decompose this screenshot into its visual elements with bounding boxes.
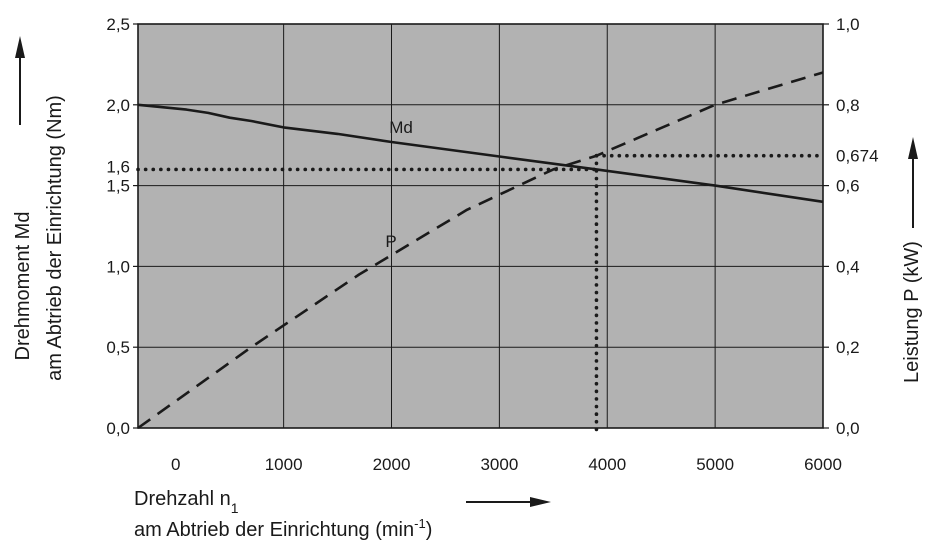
y-left-tick-label: 1,0 xyxy=(106,257,130,276)
series-labels: Md P xyxy=(385,118,412,251)
operating-point-guides xyxy=(136,153,825,434)
x-tick-label: 2000 xyxy=(373,455,411,474)
x-tick-label: 6000 xyxy=(804,455,842,474)
y-left-extra-tick-label: 1,6 xyxy=(106,157,130,176)
y-right-tick-label: 0,8 xyxy=(836,96,860,115)
series-layer xyxy=(137,71,824,430)
series-line-md xyxy=(137,103,824,204)
grid-lines xyxy=(138,24,823,428)
y-left-tick-label: 1,5 xyxy=(106,177,130,196)
y-left-tick-label: 0,0 xyxy=(106,419,130,438)
series-label-md: Md xyxy=(389,118,413,137)
y-left-tick-label: 2,5 xyxy=(106,15,130,34)
x-axis-title-subscript: 1 xyxy=(231,500,239,516)
right-axis-title: Leistung P (kW) xyxy=(901,241,923,383)
x-tick-label: 5000 xyxy=(696,455,734,474)
y-right-tick-label: 0,0 xyxy=(836,419,860,438)
y-left-tick-label: 0,5 xyxy=(106,338,130,357)
plot-area xyxy=(138,24,823,428)
y-left-tick-label: 2,0 xyxy=(106,96,130,115)
x-tick-label: 0 xyxy=(171,455,180,474)
x-tick-label: 4000 xyxy=(588,455,626,474)
y-right-tick-label: 0,4 xyxy=(836,257,860,276)
left-up-arrow xyxy=(15,36,25,125)
x-axis-title-line1: Drehzahl n1 xyxy=(134,488,239,516)
x-axis-title-line2: am Abtrieb der Einrichtung (min-1) xyxy=(134,516,432,541)
right-up-arrow xyxy=(908,137,918,228)
x-axis-title-text: Drehzahl n xyxy=(134,488,231,510)
bottom-right-arrow xyxy=(466,497,551,507)
left-axis-title-line2: am Abtrieb der Einrichtung (Nm) xyxy=(44,95,66,381)
y-right-tick-label: 0,6 xyxy=(836,177,860,196)
x-tick-label: 3000 xyxy=(480,455,518,474)
plot-frame xyxy=(137,23,824,429)
y-right-extra-tick-label: 0,674 xyxy=(836,147,879,166)
x-axis-title-line2-prefix: am Abtrieb der Einrichtung (min xyxy=(134,519,414,541)
x-tick-label: 1000 xyxy=(265,455,303,474)
tick-labels: 0 1000 2000 3000 4000 5000 6000 0,0 0,5 1,0 1,5 2,0… xyxy=(106,15,878,474)
left-axis-title-line1: Drehmoment Md xyxy=(12,212,34,361)
series-line-p xyxy=(137,71,824,430)
series-label-p: P xyxy=(385,232,396,251)
y-right-tick-label: 1,0 xyxy=(836,15,860,34)
x-axis-title-line2-suffix: ) xyxy=(426,519,433,541)
x-axis-title-superscript: -1 xyxy=(414,516,426,531)
y-right-tick-label: 0,2 xyxy=(836,338,860,357)
